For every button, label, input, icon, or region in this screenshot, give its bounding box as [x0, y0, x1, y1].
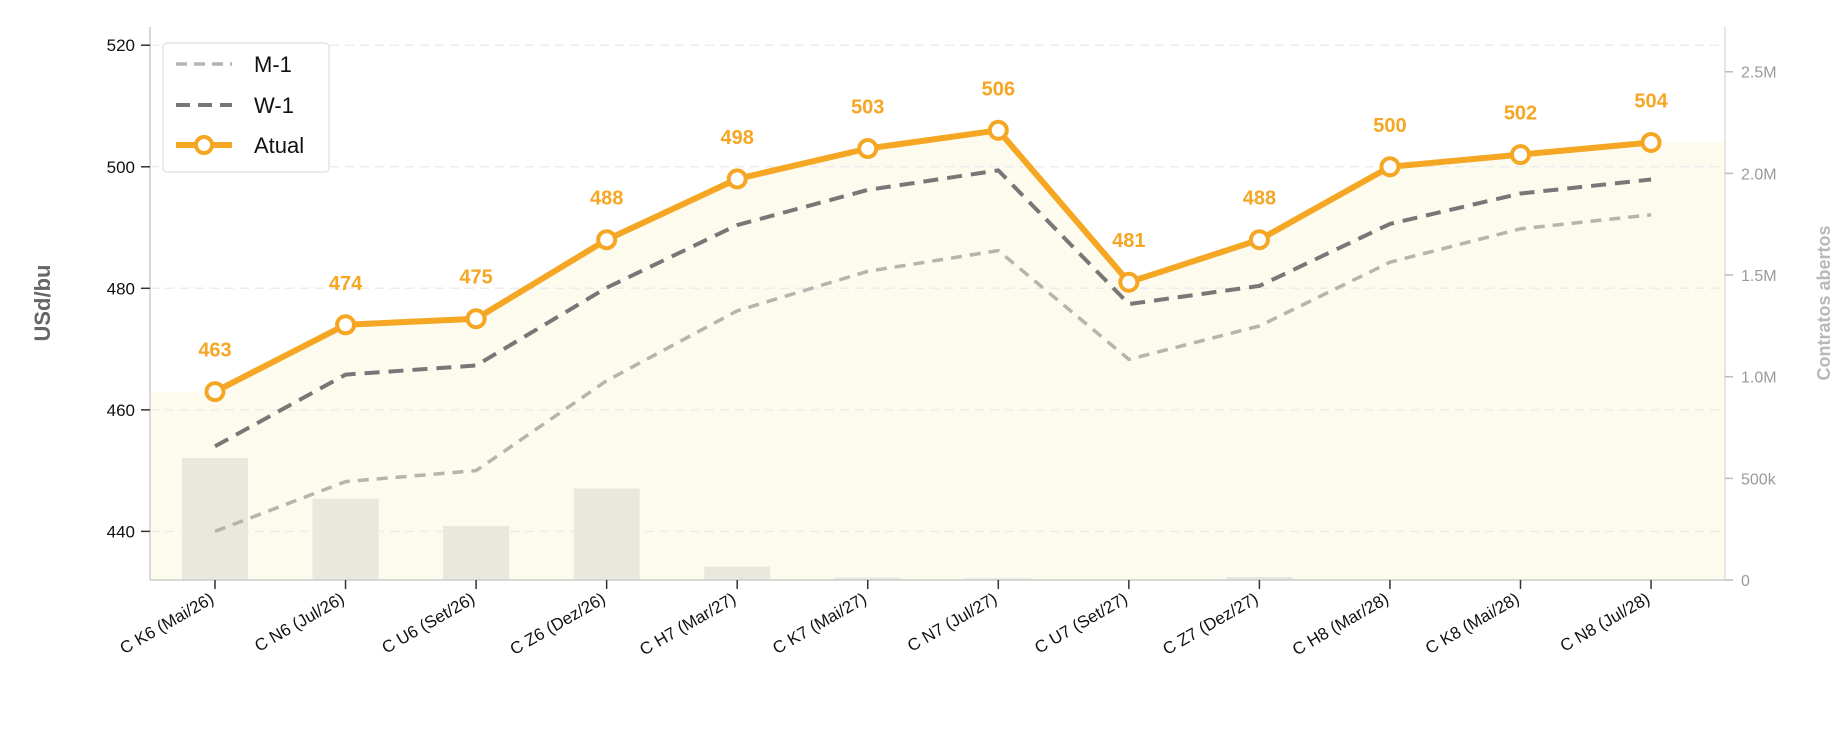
atual-data-label-4: 498	[721, 127, 754, 149]
atual-data-label-7: 481	[1112, 230, 1145, 252]
y2-axis-label: Contratos abertos	[1814, 225, 1834, 380]
y2-tick-label-2: 1.0M	[1741, 370, 1777, 387]
x-tick-label-6: C N7 (Jul/27)	[904, 589, 1000, 656]
x-tick-label-7: C U7 (Set/27)	[1031, 589, 1131, 657]
atual-point-8	[1248, 229, 1270, 251]
right-ticks: 0 500k 1.0M 1.5M 2.0M 2.5M	[1725, 65, 1777, 590]
legend-label-atual: Atual	[254, 133, 304, 158]
atual-data-label-3: 488	[590, 188, 623, 210]
legend-item-w1: W-1	[176, 93, 294, 118]
oi-bar-6	[965, 578, 1032, 580]
atual-point-4	[726, 168, 748, 190]
atual-point-3	[596, 229, 618, 251]
oi-bar-4	[704, 566, 771, 580]
series-lines	[213, 127, 1652, 534]
atual-data-label-5: 503	[851, 97, 884, 119]
oi-bar-1	[312, 498, 379, 580]
y2-tick-label-0: 0	[1741, 573, 1750, 590]
y2-tick-label-3: 1.5M	[1741, 268, 1777, 285]
y2-tick-label-1: 500k	[1741, 471, 1777, 488]
open-interest-bars	[182, 458, 1293, 580]
series-markers	[204, 119, 1662, 403]
plot-area: 463 474 475 488 498 503 506 481 488 500 502 504	[150, 44, 1725, 581]
x-tick-label-3: C Z6 (Dez/26)	[507, 589, 609, 659]
y-tick-label-500: 500	[107, 158, 135, 177]
x-tick-label-4: C H7 (Mar/27)	[636, 589, 739, 659]
atual-point-2	[465, 308, 487, 330]
y-tick-label-440: 440	[107, 522, 135, 541]
x-tick-label-5: C K7 (Mai/27)	[769, 589, 869, 658]
y2-tick-label-4: 2.0M	[1741, 166, 1777, 183]
oi-bar-0	[182, 458, 248, 580]
atual-data-label-1: 474	[329, 273, 363, 295]
atual-data-label-6: 506	[982, 78, 1015, 100]
atual-point-10	[1510, 144, 1531, 166]
legend: M-1 W-1 Atual	[162, 42, 330, 173]
y-tick-label-460: 460	[107, 401, 135, 420]
atual-data-label-11: 504	[1634, 90, 1668, 112]
x-tick-label-8: C Z7 (Dez/27)	[1159, 589, 1261, 659]
atual-point-7	[1118, 271, 1140, 293]
x-tick-label-10: C K8 (Mai/28)	[1422, 589, 1522, 658]
y2-tick-label-5: 2.5M	[1741, 65, 1777, 82]
x-tick-label-9: C H8 (Mar/28)	[1289, 589, 1392, 659]
atual-data-label-8: 488	[1243, 188, 1276, 210]
area-fill	[150, 130, 1725, 581]
series-line-m-1	[214, 213, 1652, 534]
y-grid	[150, 44, 1725, 533]
x-tick-label-11: C N8 (Jul/28)	[1557, 589, 1653, 656]
atual-data-label-9: 500	[1373, 115, 1406, 137]
series-line-w-1	[214, 168, 1652, 449]
legend-marker-atual	[194, 135, 214, 155]
x-tick-label-1: C N6 (Jul/26)	[251, 589, 347, 656]
left-ticks: 440 460 480 500 520	[107, 36, 150, 541]
x-tick-label-2: C U6 (Set/26)	[379, 589, 479, 657]
legend-label-w1: W-1	[254, 93, 294, 118]
data-labels: 463 474 475 488 498 503 506 481 488 500 502 504	[198, 78, 1668, 361]
oi-bar-8	[1226, 576, 1293, 580]
atual-point-0	[204, 381, 226, 403]
atual-data-label-2: 475	[459, 267, 492, 289]
legend-item-atual: Atual	[176, 133, 304, 158]
y-axis-label: USd/bu	[30, 265, 55, 342]
atual-data-label-0: 463	[198, 340, 231, 362]
oi-bar-3	[573, 488, 640, 580]
oi-bar-5	[834, 577, 901, 580]
legend-label-m1: M-1	[254, 52, 292, 77]
x-ticks: C K6 (Mai/26) C N6 (Jul/26) C U6 (Set/26) C…	[117, 580, 1653, 659]
x-tick-label-0: C K6 (Mai/26)	[117, 589, 217, 658]
y-tick-label-480: 480	[107, 279, 135, 298]
atual-point-9	[1379, 156, 1401, 178]
y-tick-label-520: 520	[107, 36, 135, 55]
atual-point-1	[335, 314, 357, 336]
atual-point-6	[987, 119, 1009, 141]
atual-data-label-10: 502	[1504, 103, 1537, 125]
atual-point-5	[857, 138, 879, 160]
oi-bar-2	[443, 526, 510, 580]
series-line-atual	[213, 127, 1652, 395]
legend-item-m1: M-1	[176, 52, 292, 77]
atual-point-11	[1640, 131, 1662, 153]
